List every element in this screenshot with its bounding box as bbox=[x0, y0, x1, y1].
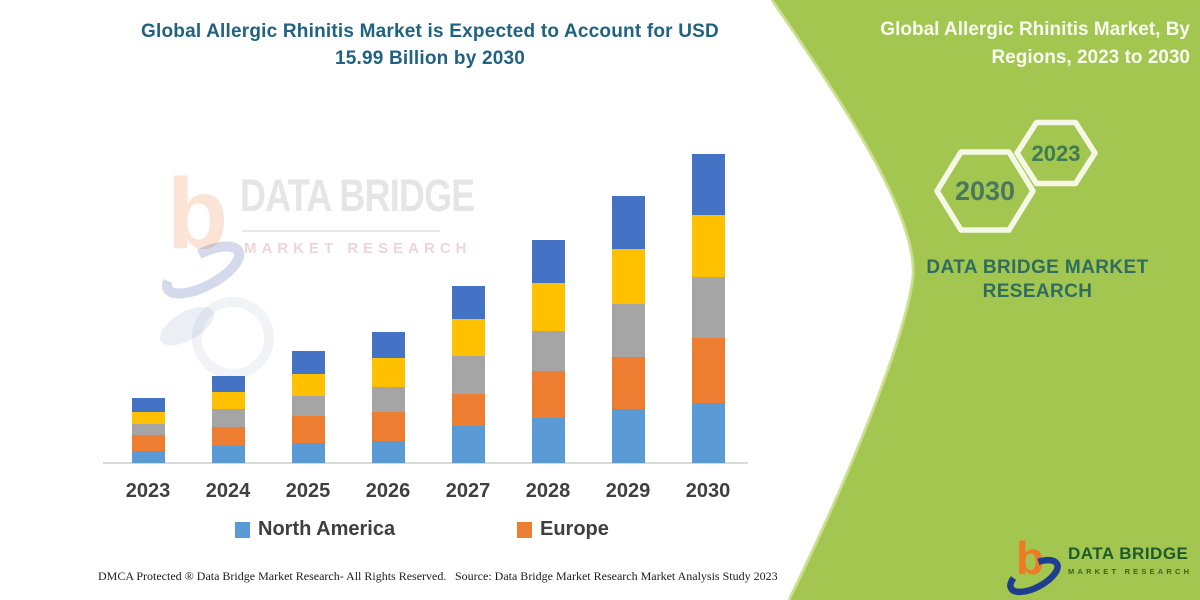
bar-segment-2027-series1 bbox=[451, 426, 485, 463]
legend-label-europe: Europe bbox=[540, 518, 609, 540]
bar-segment-2029-series2 bbox=[611, 357, 645, 410]
bar-segment-2025-series4 bbox=[291, 373, 325, 396]
hexagon-2023 bbox=[1014, 119, 1098, 187]
bar-segment-2023-series1 bbox=[131, 451, 165, 463]
bar-segment-2024-series4 bbox=[211, 392, 245, 410]
bar-segment-2030-series1 bbox=[691, 403, 725, 463]
bar-segment-2028-series5 bbox=[531, 240, 565, 284]
x-axis-label-2028: 2028 bbox=[525, 480, 571, 502]
panel-caption: DATA BRIDGE MARKET RESEARCH bbox=[926, 257, 1149, 302]
green-panel-edge-highlight bbox=[770, 0, 915, 600]
bar-segment-2029-series4 bbox=[611, 249, 645, 305]
bar-segment-2028-series4 bbox=[531, 283, 565, 332]
legend-swatch-north-america bbox=[235, 521, 250, 538]
bar-segment-2025-series3 bbox=[291, 395, 325, 416]
bar-segment-2030-series2 bbox=[691, 338, 725, 404]
stacked-bar-2029 bbox=[611, 196, 645, 463]
stacked-bar-2025 bbox=[291, 350, 325, 463]
footer-dmca-text: DMCA Protected ® Data Bridge Market Rese… bbox=[98, 569, 447, 583]
x-axis-label-2025: 2025 bbox=[285, 480, 331, 502]
bar-segment-2030-series4 bbox=[691, 214, 725, 277]
x-axis-label-2027: 2027 bbox=[445, 480, 491, 502]
x-axis-label-2029: 2029 bbox=[605, 480, 651, 502]
stacked-bar-2028 bbox=[531, 240, 565, 463]
bar-segment-2026-series4 bbox=[371, 358, 405, 388]
bar-segment-2023-series4 bbox=[131, 412, 165, 424]
x-axis-line bbox=[103, 462, 748, 464]
bar-segment-2027-series3 bbox=[451, 356, 485, 395]
bar-segment-2029-series5 bbox=[611, 196, 645, 250]
stacked-bar-2023 bbox=[131, 398, 165, 463]
stacked-bar-2030 bbox=[691, 154, 725, 463]
legend-item-europe: Europe bbox=[517, 518, 609, 541]
bar-segment-2027-series2 bbox=[451, 394, 485, 427]
bar-segment-2027-series4 bbox=[451, 319, 485, 357]
bar-segment-2026-series3 bbox=[371, 387, 405, 412]
hexagon-2030 bbox=[934, 149, 1036, 233]
legend-swatch-europe bbox=[517, 521, 532, 538]
chart-title: Global Allergic Rhinitis Market is Expec… bbox=[141, 21, 719, 69]
bar-segment-2026-series2 bbox=[371, 412, 405, 441]
bar-segment-2023-series2 bbox=[131, 434, 165, 452]
hexagon-2023-label: 2023 bbox=[1032, 141, 1081, 166]
bar-segment-2026-series1 bbox=[371, 440, 405, 463]
bar-segment-2028-series1 bbox=[531, 417, 565, 463]
data-bridge-logo-icon: b bbox=[1007, 532, 1061, 596]
stacked-bar-2026 bbox=[371, 332, 405, 463]
hexagon-2030-label: 2030 bbox=[955, 176, 1015, 206]
stacked-bar-2027 bbox=[451, 286, 485, 463]
bar-segment-2030-series3 bbox=[691, 276, 725, 339]
x-axis-label-2030: 2030 bbox=[685, 480, 731, 502]
data-bridge-logo: b DATA BRIDGE MARKET RESEARCH bbox=[1000, 532, 1190, 596]
bar-segment-2024-series5 bbox=[211, 376, 245, 393]
bar-segment-2028-series2 bbox=[531, 371, 565, 418]
bar-segment-2025-series5 bbox=[291, 350, 325, 374]
hexagon-years-graphic: 2030 2023 bbox=[934, 119, 1098, 233]
logo-brand-text: DATA BRIDGE bbox=[1068, 544, 1189, 563]
panel-title: Global Allergic Rhinitis Market, By Regi… bbox=[880, 19, 1190, 68]
svg-text:b: b bbox=[1016, 532, 1044, 584]
x-axis-label-2026: 2026 bbox=[365, 480, 411, 502]
logo-sub-text: MARKET RESEARCH bbox=[1068, 567, 1193, 576]
bar-segment-2025-series1 bbox=[291, 442, 325, 463]
bar-segment-2026-series5 bbox=[371, 332, 405, 359]
bar-segment-2029-series3 bbox=[611, 304, 645, 358]
footer-source-text: Source: Data Bridge Market Research Mark… bbox=[455, 569, 778, 583]
bar-segment-2024-series2 bbox=[211, 427, 245, 446]
x-axis-label-2024: 2024 bbox=[205, 480, 251, 502]
bar-segment-2027-series5 bbox=[451, 286, 485, 320]
bar-segment-2023-series5 bbox=[131, 398, 165, 413]
bar-segment-2024-series3 bbox=[211, 409, 245, 428]
bar-segment-2024-series1 bbox=[211, 445, 245, 463]
bar-segment-2029-series1 bbox=[611, 409, 645, 463]
x-axis-label-2023: 2023 bbox=[125, 480, 171, 502]
bar-segment-2030-series5 bbox=[691, 154, 725, 215]
bar-segment-2028-series3 bbox=[531, 331, 565, 372]
legend-label-north-america: North America bbox=[258, 518, 396, 540]
legend-item-north-america: North America bbox=[235, 518, 395, 541]
stacked-bar-2024 bbox=[211, 376, 245, 463]
bar-segment-2023-series3 bbox=[131, 423, 165, 435]
bar-segment-2025-series2 bbox=[291, 415, 325, 443]
